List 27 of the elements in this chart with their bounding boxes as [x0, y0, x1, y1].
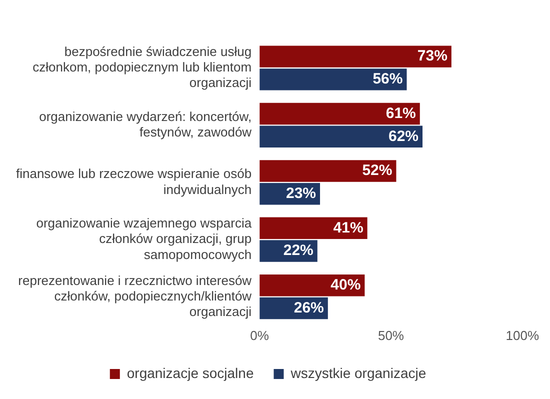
text: 61% [386, 104, 416, 122]
text: 73% [417, 48, 448, 65]
x-tick-label: 50% [378, 328, 404, 343]
text: 62% [388, 128, 419, 145]
bar [260, 46, 452, 68]
x-tick-label: 0% [250, 328, 270, 343]
bar [260, 217, 368, 240]
bar [260, 126, 423, 148]
y-tick-label: bezpośrednie świadczenie usług członkom, podopiecznym lub klientom organizacji [32, 44, 252, 90]
text: 23% [286, 184, 316, 202]
text: 26% [294, 299, 324, 316]
x-tick-label: 100% [506, 328, 540, 343]
text: 52% [362, 162, 392, 180]
bar [260, 160, 396, 182]
text: 56% [372, 70, 403, 88]
text: 40% [330, 276, 361, 294]
text: 41% [333, 219, 364, 236]
y-tick-label: organizowanie wzajemnego wsparcia członków organizacji, grup samopomocowych [36, 216, 252, 262]
bar [260, 68, 407, 90]
bar [260, 102, 420, 125]
legend-label: organizacje socjalne [126, 364, 254, 381]
y-tick-label: reprezentowanie i rzecznictwo interesów członków, podopiecznych/klientów organizacji [18, 272, 252, 319]
y-tick-label: finansowe lub rzeczowe wspieranie osób indywidualnych [16, 166, 252, 197]
y-tick-label: organizowanie wydarzeń: koncertów, festynów, zawodów [39, 108, 252, 140]
bar [260, 274, 365, 296]
text: 22% [283, 242, 314, 260]
legend-label: wszystkie organizacje [290, 364, 426, 381]
